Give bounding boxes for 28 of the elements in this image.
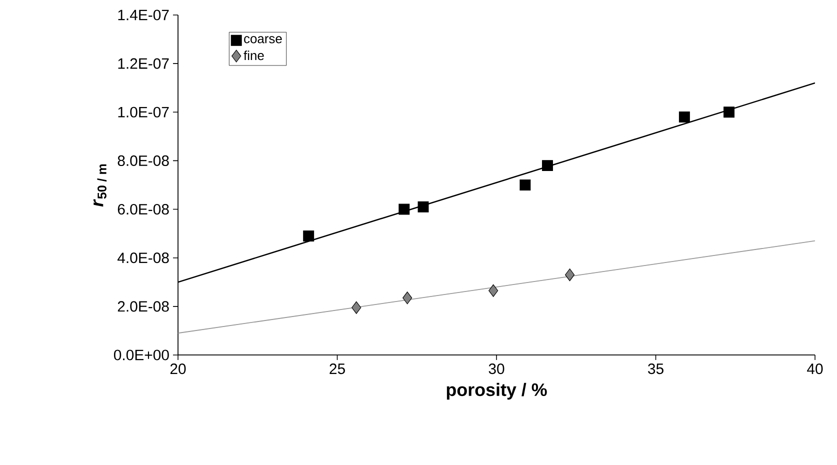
y-tick-label: 0.0E+00	[114, 350, 169, 360]
y-tick-label: 1.2E-07	[118, 58, 169, 69]
y-tick-label: 8.0E-08	[118, 155, 169, 166]
point	[488, 284, 498, 297]
point	[564, 268, 575, 282]
y-tick-label: 1.4E-07	[118, 10, 169, 20]
y-tick-label: 4.0E-08	[117, 252, 169, 264]
x-tick-label: 35	[648, 364, 664, 374]
point	[520, 180, 531, 190]
point	[398, 204, 410, 215]
point	[402, 292, 412, 304]
point	[352, 301, 362, 314]
y-tick-label: 2.0E-08	[118, 301, 169, 312]
point	[724, 106, 734, 118]
legend-label: coarse	[244, 36, 282, 44]
y-tick-label: 6.0E-08	[118, 204, 169, 215]
legend-label: fine	[244, 50, 264, 60]
x-tick-label: 25	[330, 364, 345, 374]
x-tick-label: 40	[807, 364, 823, 374]
y-axis-title: r$_{50 / m}$	[93, 164, 107, 207]
x-axis-title: porosity / %	[446, 382, 547, 400]
point	[303, 230, 314, 242]
x-tick-label: 30	[488, 364, 504, 374]
y-tick-label: 1.0E-07	[118, 106, 169, 118]
x-tick-label: 20	[170, 364, 186, 374]
point	[418, 201, 429, 212]
point	[542, 160, 553, 172]
point	[678, 112, 690, 122]
